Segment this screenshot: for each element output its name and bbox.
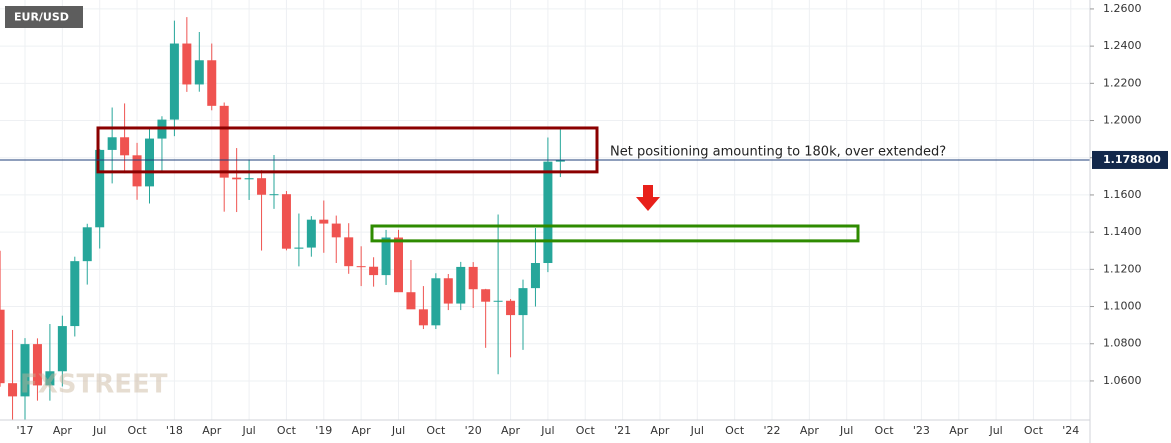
y-tick-label: 1.1600: [1103, 188, 1142, 201]
candle-body: [555, 159, 565, 162]
x-tick-label: Jul: [540, 424, 554, 437]
zone-box: [370, 224, 860, 243]
x-tick-label: '24: [1062, 424, 1079, 437]
down-arrow: [636, 185, 660, 211]
symbol-badge: [5, 6, 83, 28]
x-tick-label: Oct: [277, 424, 297, 437]
x-tick-label: '18: [166, 424, 183, 437]
y-tick-label: 1.1000: [1103, 300, 1142, 313]
candle-body: [493, 300, 503, 302]
candle-body: [468, 266, 478, 290]
x-tick-label: Apr: [501, 424, 521, 437]
candle-body: [20, 344, 30, 397]
x-tick-label: '22: [763, 424, 780, 437]
x-tick-label: Oct: [128, 424, 148, 437]
candle-body: [281, 194, 291, 249]
candle-body: [194, 60, 204, 85]
x-tick-label: Jul: [241, 424, 255, 437]
candle-body: [57, 326, 67, 372]
candle-body: [394, 237, 403, 293]
last-price-badge: [1092, 150, 1168, 169]
x-tick-label: Oct: [1024, 424, 1044, 437]
candle-body: [456, 266, 466, 304]
y-tick-label: 1.2400: [1103, 39, 1142, 52]
candle-body: [506, 300, 516, 316]
candle-body: [257, 178, 267, 195]
x-tick-label: '19: [315, 424, 332, 437]
candle-body: [45, 371, 55, 386]
candle-body: [182, 43, 192, 85]
x-tick-label: Oct: [725, 424, 745, 437]
candle-body: [70, 261, 80, 327]
candle-body: [543, 161, 553, 264]
candle-body: [306, 219, 316, 248]
x-tick-label: Jul: [391, 424, 405, 437]
candle-body: [344, 237, 354, 267]
x-tick-label: Apr: [949, 424, 969, 437]
y-tick-label: 1.2600: [1103, 2, 1142, 15]
x-tick-label: Jul: [839, 424, 853, 437]
y-tick-label: 1.2200: [1103, 76, 1142, 89]
candle-body: [82, 227, 92, 262]
x-tick-label: Jul: [988, 424, 1002, 437]
y-tick-label: 1.0600: [1103, 374, 1142, 387]
x-tick-label: '17: [16, 424, 33, 437]
candle-body: [481, 289, 491, 302]
y-tick-label: 1.1200: [1103, 262, 1142, 275]
candle-body: [120, 137, 130, 156]
y-tick-label: 1.1400: [1103, 225, 1142, 238]
candle-body: [431, 278, 441, 326]
candle-body: [518, 288, 528, 316]
candle-body: [207, 60, 217, 106]
x-tick-label: Apr: [352, 424, 372, 437]
zone-box: [96, 126, 599, 174]
y-tick-label: 1.2000: [1103, 114, 1142, 127]
candle-body: [369, 266, 379, 276]
last-price-label: 1.178800: [1103, 153, 1161, 166]
candle-body: [381, 237, 391, 276]
candle-body: [8, 383, 18, 397]
symbol-label: EUR/USD: [14, 11, 69, 24]
candle-body: [169, 43, 179, 120]
x-tick-label: Oct: [426, 424, 446, 437]
candle-body: [294, 247, 304, 249]
candle-body: [319, 219, 329, 224]
watermark: FXSTREET: [20, 370, 168, 400]
candle-body: [0, 309, 5, 384]
candle-body: [443, 278, 453, 304]
candle-body: [530, 263, 540, 289]
x-tick-label: Apr: [800, 424, 820, 437]
x-tick-label: Jul: [92, 424, 106, 437]
x-tick-label: Oct: [875, 424, 895, 437]
candle-body: [232, 177, 242, 180]
x-tick-label: Oct: [576, 424, 596, 437]
candle-body: [244, 178, 254, 180]
candle-body: [107, 137, 117, 150]
candle-body: [331, 223, 341, 238]
x-tick-label: '20: [465, 424, 482, 437]
x-tick-label: Jul: [690, 424, 704, 437]
candle-body: [418, 309, 428, 326]
candle-body: [406, 292, 416, 310]
y-tick-label: 1.0800: [1103, 337, 1142, 350]
grid: [0, 0, 1090, 420]
annotation: Net positioning amounting to 180k, over …: [610, 145, 946, 160]
candle-body: [145, 138, 154, 187]
x-tick-label: Apr: [650, 424, 670, 437]
candle-body: [219, 105, 229, 178]
plot-area: [0, 17, 1090, 420]
axes: 1.06001.08001.10001.12001.14001.16001.18…: [16, 2, 1168, 437]
x-tick-label: Apr: [53, 424, 73, 437]
candle-body: [95, 149, 105, 228]
x-tick-label: Apr: [202, 424, 222, 437]
x-tick-label: '21: [614, 424, 631, 437]
candle-body: [356, 266, 366, 268]
x-tick-label: '23: [913, 424, 930, 437]
candle-body: [32, 344, 42, 386]
candle-body: [269, 194, 279, 196]
